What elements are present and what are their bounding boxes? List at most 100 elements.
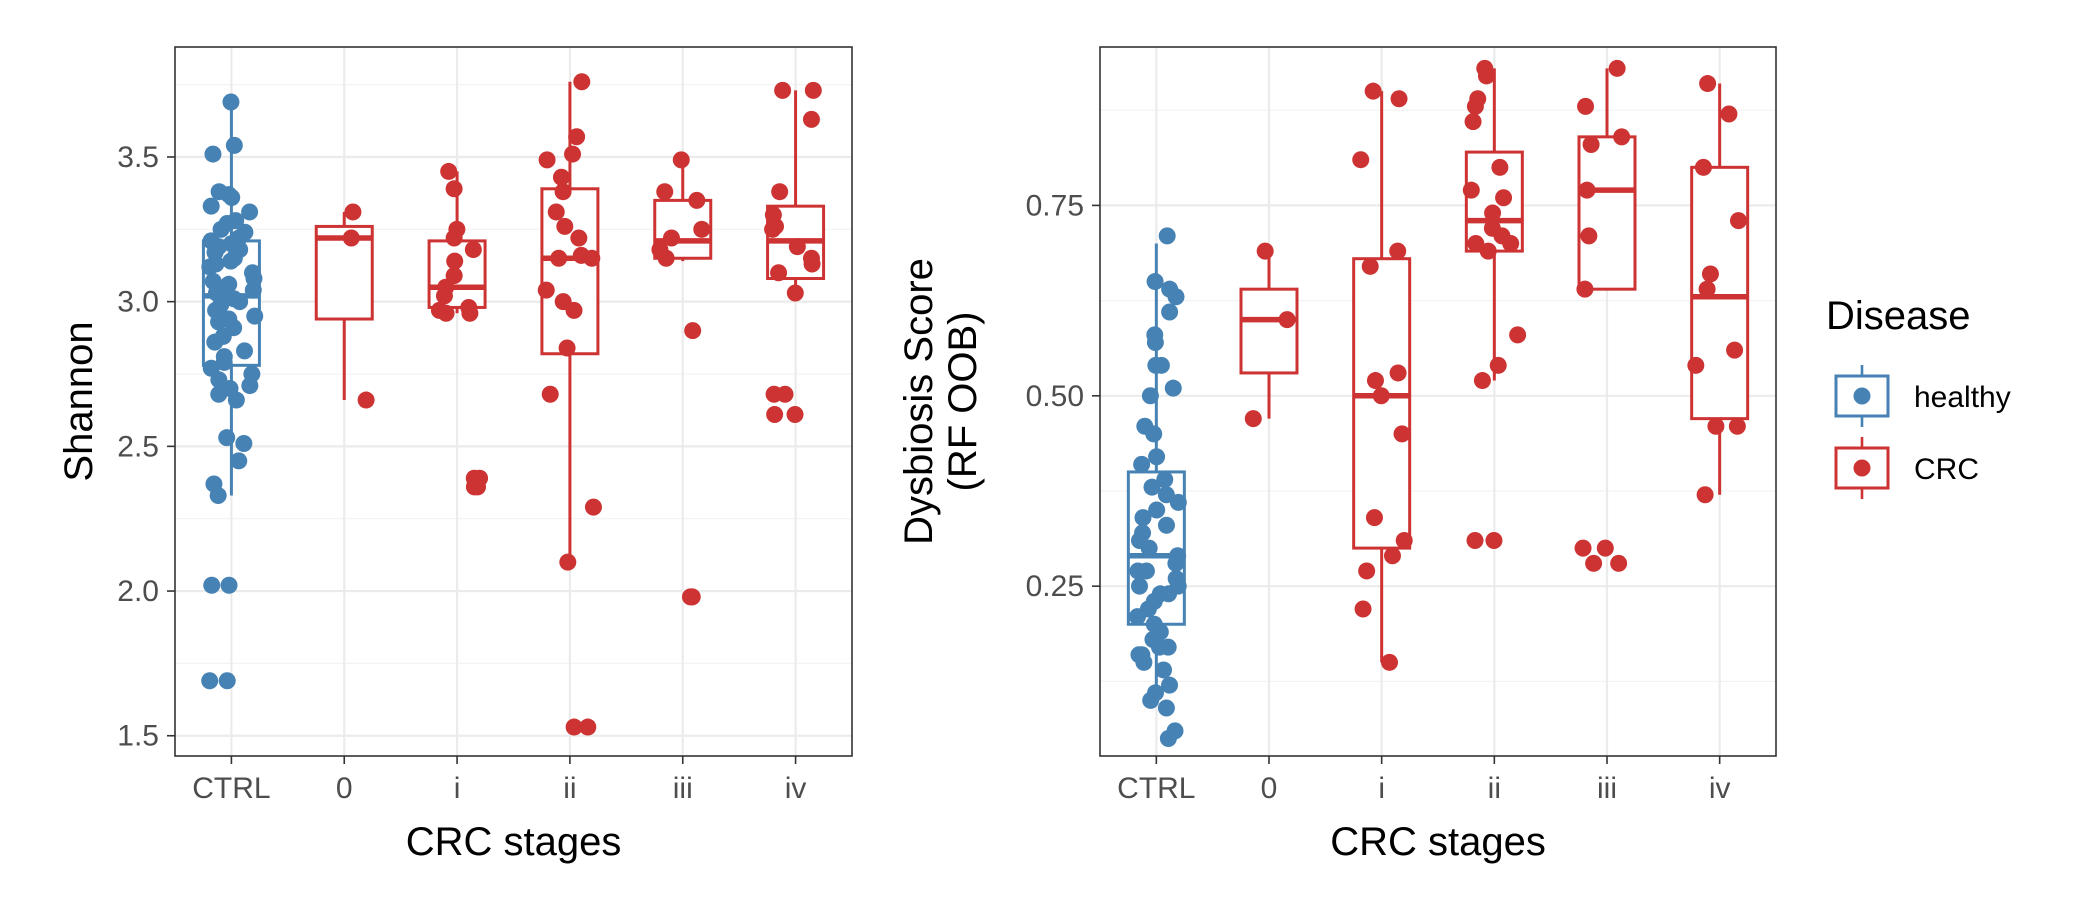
data-point [693,220,711,238]
y-tick-label: 0.50 [1026,380,1084,413]
data-point [550,249,568,267]
data-point [1383,547,1401,565]
y-axis: 0.25 0.50 0.75 [1026,189,1100,603]
data-point [766,406,784,424]
data-point [465,478,483,496]
data-point [1167,288,1185,306]
data-point [1694,158,1712,176]
y-tick-label: 1.5 [117,720,159,753]
data-point [1135,653,1153,671]
data-point [464,241,482,259]
data-point [1141,387,1159,405]
legend-key-point [1853,387,1871,405]
legend-item-healthy: healthy [1834,365,2011,427]
x-axis-title: CRC stages [1330,820,1546,864]
data-point [568,128,586,146]
data-point [1491,158,1509,176]
data-point [223,188,241,206]
x-tick-label: CTRL [192,772,270,805]
data-point [1352,151,1370,169]
data-point [222,93,240,111]
data-point [1256,242,1274,260]
data-point [1479,242,1497,260]
x-axis-title: CRC stages [406,820,622,864]
data-point [1574,539,1592,557]
data-point [236,342,254,360]
data-point [1610,554,1628,572]
y-tick-label: 3.5 [117,141,159,174]
box-0 [1239,251,1299,419]
data-point [1613,128,1631,146]
data-point [556,217,574,235]
data-point [1726,341,1744,359]
data-point [1393,425,1411,443]
data-point [1145,425,1163,443]
data-point [202,197,220,215]
data-point [1464,113,1482,131]
data-point [537,281,555,299]
y-axis-title: Dysbiosis Score(RF OOB) [897,258,985,545]
data-point [1585,554,1603,572]
data-point [1390,90,1408,108]
data-point [1467,234,1485,252]
data-point [770,264,788,282]
data-point [357,391,375,409]
data-point [656,183,674,201]
data-point [201,672,219,690]
data-point [1364,82,1382,100]
data-point [1578,181,1596,199]
data-point [788,238,806,256]
data-point [435,287,453,305]
data-point [541,385,559,403]
panel-border [1099,46,1777,757]
data-point [776,385,794,403]
data-point [220,576,238,594]
data-point [1577,97,1595,115]
boxplots [201,81,826,563]
data-point [1164,379,1182,397]
data-point [1146,273,1164,291]
data-point [445,180,463,198]
legend-item-crc: CRC [1834,437,1979,499]
x-tick-label: i [1378,772,1385,805]
data-point [564,145,582,163]
data-point [1484,204,1502,222]
box-iqr [1239,287,1299,375]
data-point [222,252,240,270]
data-point [803,255,821,273]
data-point [672,151,690,169]
data-point [241,377,259,395]
data-point [1129,562,1147,580]
data-point [1495,189,1513,207]
legend-label: CRC [1914,453,1979,486]
data-point [1354,600,1372,618]
data-point [1159,729,1177,747]
data-point [804,81,822,99]
data-point [344,203,362,221]
data-point [688,191,706,209]
data-point [547,203,565,221]
x-tick-label: 0 [1261,772,1278,805]
data-point [565,301,583,319]
data-point [209,487,227,505]
data-point [684,322,702,340]
data-point [1365,509,1383,527]
data-point [1157,516,1175,534]
data-point [227,391,245,409]
data-point [552,168,570,186]
y-tick-label: 3.0 [117,286,159,319]
x-tick-label: CTRL [1117,772,1195,805]
shannon-panel: CRC stages Shannon 1.5 2.0 2.5 3.0 3.5 CTRL 0 i… [57,46,853,864]
data-point [212,220,230,238]
data-point [1687,356,1705,374]
data-point [565,718,583,736]
data-point [579,718,597,736]
data-point [774,81,792,99]
data-point [1696,486,1714,504]
data-point [681,588,699,606]
data-point [1143,478,1161,496]
data-point [1509,326,1527,344]
data-point [218,672,236,690]
data-point [1389,242,1407,260]
panel-border [174,46,853,757]
